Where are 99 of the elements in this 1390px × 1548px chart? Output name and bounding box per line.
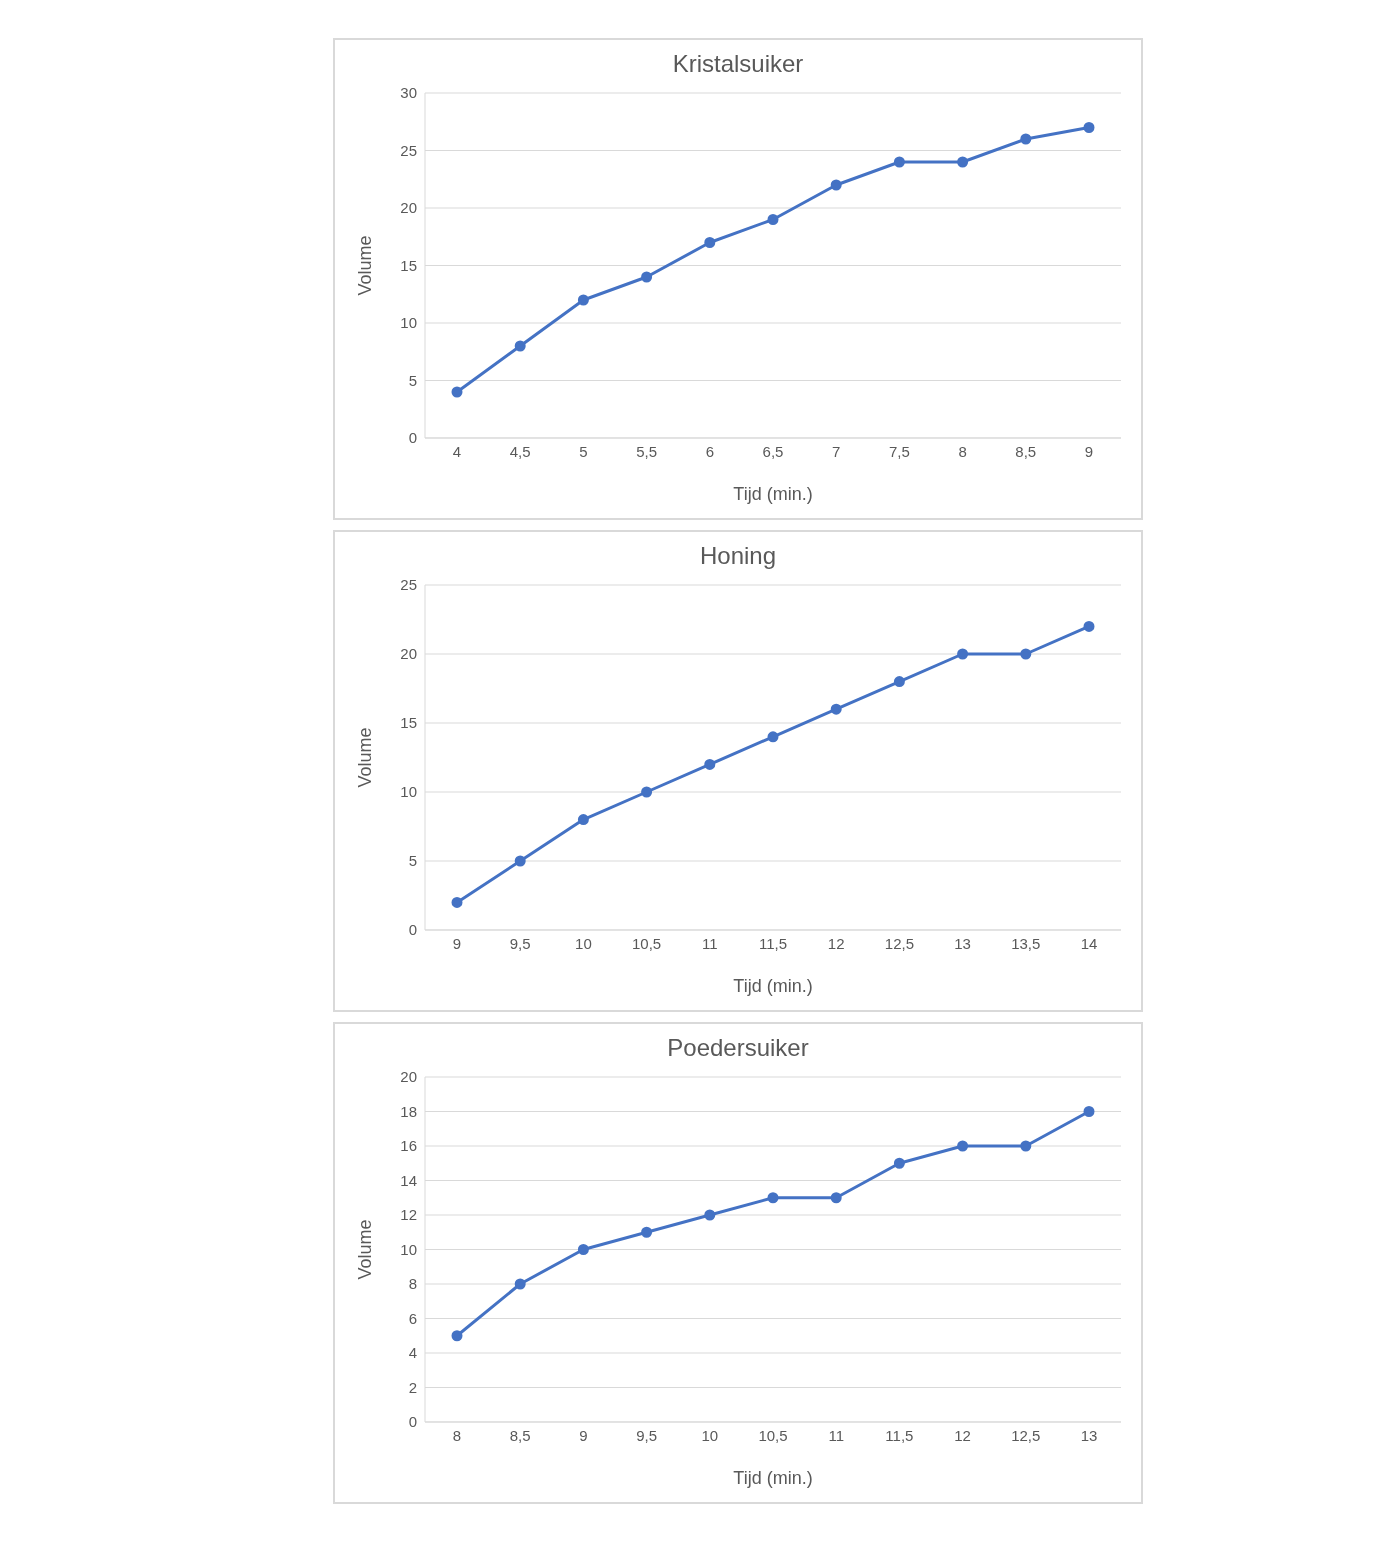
y-tick-label: 16: [400, 1137, 417, 1155]
y-tick-label: 5: [408, 371, 417, 389]
point: [641, 786, 653, 798]
point: [641, 1226, 653, 1238]
x-tick-label: 12: [954, 1426, 971, 1444]
x-tick-label: 7: [832, 442, 841, 460]
y-tick-label: 14: [400, 1171, 417, 1189]
point: [641, 271, 653, 283]
y-tick-label: 15: [400, 714, 417, 732]
x-tick-label: 4: [452, 442, 462, 460]
x-tick-label: 13: [1080, 1426, 1098, 1444]
chart-title: Kristalsuiker: [671, 49, 805, 78]
x-tick-label: 8,5: [509, 1426, 531, 1444]
y-tick-label: 20: [400, 645, 417, 663]
x-tick-label: 9: [452, 934, 462, 952]
point: [451, 386, 463, 398]
point: [1020, 648, 1032, 660]
y-tick-label: 5: [408, 852, 417, 870]
x-tick-label: 9: [579, 1426, 588, 1444]
point: [957, 648, 969, 660]
x-tick-label: 9: [1084, 442, 1094, 460]
y-tick-label: 25: [400, 141, 417, 159]
x-tick-label: 8,5: [1015, 442, 1037, 460]
point: [704, 758, 716, 770]
y-tick-label: 25: [400, 576, 417, 594]
x-tick-label: 12,5: [1011, 1426, 1041, 1444]
x-tick-label: 12,5: [884, 934, 914, 952]
point: [893, 156, 905, 168]
y-tick-label: 20: [400, 199, 417, 217]
chart-title: Honing: [698, 541, 778, 570]
x-tick-label: 10: [701, 1426, 719, 1444]
y-tick-label: 8: [408, 1275, 417, 1293]
x-tick-label: 11: [828, 1426, 844, 1444]
x-axis-title: Tijd (min.): [733, 1468, 813, 1488]
y-axis-title: Volume: [355, 727, 376, 788]
chart-title: Poedersuiker: [666, 1033, 810, 1062]
point: [577, 294, 589, 306]
point: [767, 1192, 779, 1204]
x-tick-label: 13,5: [1011, 934, 1041, 952]
y-tick-label: 30: [400, 84, 417, 102]
point: [514, 340, 526, 352]
x-tick-label: 5: [579, 442, 588, 460]
point: [704, 237, 716, 248]
x-tick-label: 7,5: [888, 442, 910, 460]
x-tick-label: 13: [954, 934, 971, 952]
y-tick-label: 18: [400, 1102, 417, 1120]
y-tick-label: 0: [408, 429, 417, 447]
point: [957, 156, 969, 168]
point: [1083, 122, 1095, 133]
point: [893, 1157, 905, 1169]
point: [957, 1140, 969, 1152]
y-tick-label: 10: [400, 314, 417, 332]
x-tick-label: 8: [452, 1426, 462, 1444]
x-tick-label: 14: [1080, 934, 1098, 952]
point: [451, 896, 463, 908]
point: [577, 814, 589, 826]
x-tick-label: 10,5: [758, 1426, 788, 1444]
point: [704, 1209, 716, 1221]
y-tick-label: 12: [400, 1206, 417, 1224]
x-tick-label: 11,5: [758, 934, 788, 952]
x-axis-title: Tijd (min.): [733, 976, 813, 996]
x-tick-label: 10: [575, 934, 592, 952]
x-tick-label: 11: [702, 934, 718, 952]
point: [1083, 1106, 1095, 1117]
y-tick-label: 20: [400, 1068, 417, 1086]
point: [1020, 133, 1032, 145]
y-tick-label: 6: [408, 1309, 417, 1327]
x-tick-label: 12: [827, 934, 845, 952]
x-axis-title: Tijd (min.): [733, 484, 813, 504]
y-tick-label: 2: [408, 1378, 417, 1396]
point: [451, 1330, 463, 1342]
y-tick-label: 10: [400, 783, 417, 801]
x-tick-label: 9,5: [636, 1426, 658, 1444]
point: [514, 1278, 526, 1290]
x-tick-label: 4,5: [509, 442, 531, 460]
point: [830, 1192, 842, 1204]
y-tick-label: 0: [408, 1413, 417, 1431]
y-tick-label: 15: [400, 256, 417, 274]
x-tick-label: 6: [705, 442, 714, 460]
point: [514, 855, 526, 867]
x-tick-label: 8: [958, 442, 967, 460]
x-tick-label: 10,5: [632, 934, 662, 952]
y-tick-label: 10: [400, 1240, 417, 1258]
y-axis-title: Volume: [355, 1219, 376, 1280]
y-axis-title: Volume: [355, 235, 376, 296]
point: [767, 731, 779, 743]
point: [1020, 1140, 1032, 1152]
x-tick-label: 5,5: [636, 442, 658, 460]
point: [830, 703, 842, 715]
point: [893, 676, 905, 688]
x-tick-label: 11,5: [885, 1426, 914, 1444]
point: [577, 1244, 589, 1255]
y-tick-label: 0: [408, 921, 417, 939]
point: [767, 214, 779, 225]
x-tick-label: 6,5: [762, 442, 784, 460]
x-tick-label: 9,5: [509, 934, 531, 952]
point: [830, 179, 842, 191]
y-tick-label: 4: [408, 1344, 417, 1362]
point: [1083, 620, 1095, 632]
